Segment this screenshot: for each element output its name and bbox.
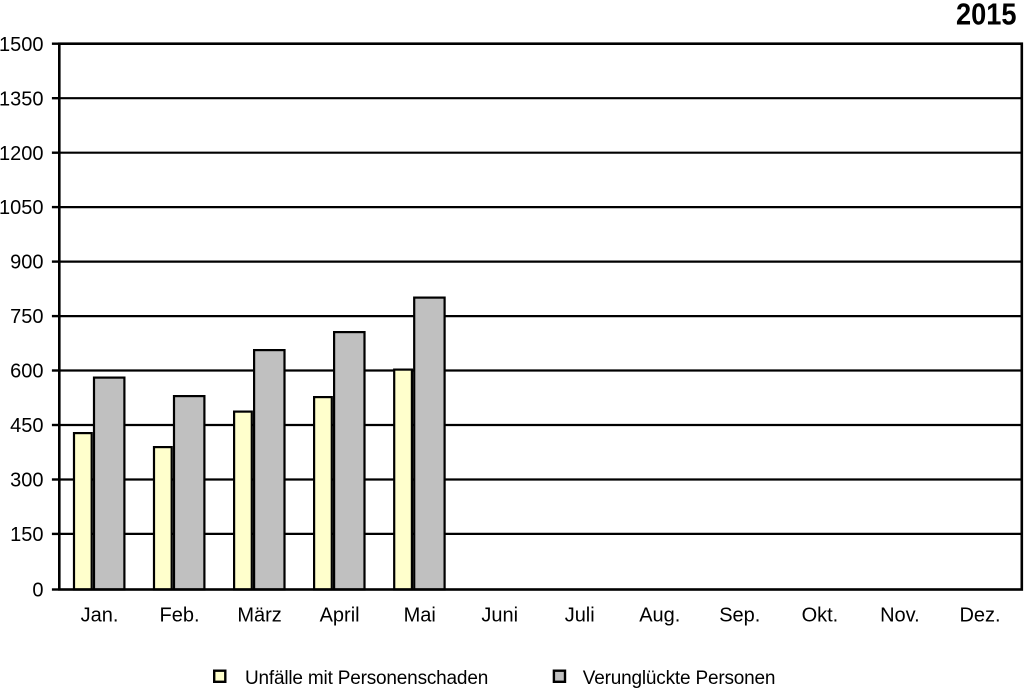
svg-text:Juni: Juni	[481, 605, 518, 627]
svg-text:Okt.: Okt.	[802, 605, 839, 627]
svg-text:Nov.: Nov.	[880, 605, 920, 627]
svg-text:März: März	[237, 605, 281, 627]
svg-text:150: 150	[10, 524, 43, 546]
svg-text:600: 600	[10, 361, 43, 383]
svg-text:2015: 2015	[956, 0, 1017, 32]
svg-text:Jan.: Jan.	[81, 605, 119, 627]
svg-text:Aug.: Aug.	[639, 605, 680, 627]
svg-text:Unfälle mit Personenschaden: Unfälle mit Personenschaden	[245, 668, 488, 689]
svg-text:750: 750	[10, 306, 43, 328]
svg-text:1200: 1200	[0, 143, 44, 165]
svg-text:900: 900	[10, 252, 43, 274]
svg-text:Sep.: Sep.	[719, 605, 760, 627]
svg-text:April: April	[320, 605, 360, 627]
svg-text:300: 300	[10, 470, 43, 492]
svg-text:1350: 1350	[0, 88, 44, 110]
svg-text:Juli: Juli	[565, 605, 595, 627]
svg-text:1500: 1500	[0, 34, 44, 56]
svg-text:Dez.: Dez.	[959, 605, 1000, 627]
svg-text:0: 0	[32, 580, 43, 602]
svg-text:Verunglückte Personen: Verunglückte Personen	[583, 668, 775, 689]
svg-text:1050: 1050	[0, 197, 44, 219]
svg-text:450: 450	[10, 415, 43, 437]
svg-text:Mai: Mai	[404, 605, 436, 627]
svg-text:Feb.: Feb.	[159, 605, 199, 627]
